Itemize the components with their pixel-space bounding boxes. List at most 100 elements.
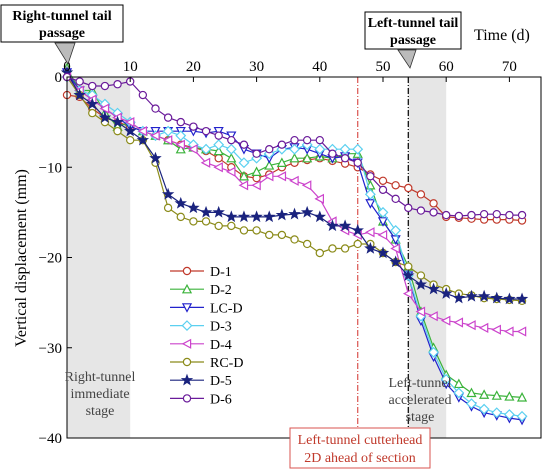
point-D-5-13 bbox=[225, 210, 238, 223]
point-RC-D-13 bbox=[227, 221, 236, 231]
point-D-5-12 bbox=[212, 205, 225, 218]
point-D-1-12 bbox=[214, 154, 223, 163]
point-D-4-34 bbox=[491, 324, 501, 335]
point-D-2-34 bbox=[491, 390, 502, 400]
point-D-6-16 bbox=[265, 144, 274, 154]
point-D-6-9 bbox=[176, 117, 185, 127]
point-D-4-19 bbox=[301, 180, 312, 191]
callout-left-tunnel-tail-line2: passage bbox=[390, 33, 436, 48]
point-D-5-32 bbox=[465, 289, 478, 302]
point-D-2-19 bbox=[302, 152, 313, 163]
y-tick-label--40: −40 bbox=[39, 431, 62, 447]
legend-marker-D-5 bbox=[180, 373, 194, 386]
point-D-6-31 bbox=[454, 211, 464, 221]
point-D-3-22 bbox=[339, 143, 351, 155]
series-line-RC-D bbox=[66, 76, 523, 302]
point-D-6-18 bbox=[290, 135, 299, 145]
point-D-3-13 bbox=[225, 143, 237, 155]
shaded-regions bbox=[67, 77, 447, 438]
series-RC-D bbox=[62, 72, 527, 306]
point-D-3-24 bbox=[364, 188, 376, 200]
point-D-6-11 bbox=[201, 126, 211, 136]
label-right-immediate-line1: Right-tunnel bbox=[65, 370, 136, 385]
point-D-4-16 bbox=[263, 171, 274, 182]
point-D-2-35 bbox=[504, 391, 515, 401]
point-D-2-31 bbox=[453, 378, 464, 389]
series-D-5 bbox=[60, 65, 529, 305]
series-layer bbox=[60, 62, 529, 426]
label-right-immediate-line3: stage bbox=[86, 404, 115, 419]
legend-marker-D-4 bbox=[181, 338, 192, 349]
point-D-5-20 bbox=[313, 210, 326, 223]
point-RC-D-12 bbox=[214, 221, 223, 231]
label-right-immediate-line2: immediate bbox=[70, 387, 129, 402]
point-D-3-14 bbox=[238, 157, 250, 169]
point-D-4-5 bbox=[124, 117, 135, 128]
point-D-2-17 bbox=[276, 157, 287, 167]
point-RC-D-14 bbox=[239, 226, 249, 235]
point-D-4-9 bbox=[175, 139, 185, 150]
series-D-2 bbox=[61, 62, 528, 402]
point-D-3-18 bbox=[289, 143, 300, 155]
point-D-6-3 bbox=[100, 81, 110, 91]
point-D-2-33 bbox=[479, 389, 490, 399]
shaded-region-0 bbox=[67, 77, 131, 438]
point-D-3-26 bbox=[390, 224, 402, 236]
legend-label-D-5: D-5 bbox=[210, 374, 232, 389]
point-RC-D-8 bbox=[163, 203, 173, 213]
label-right-tunnel-immediate-stage: Right-tunnel immediate stage bbox=[65, 370, 136, 419]
point-D-5-8 bbox=[161, 187, 175, 200]
point-D-6-2 bbox=[88, 81, 97, 91]
point-D-2-13 bbox=[226, 152, 237, 163]
point-D-6-12 bbox=[214, 131, 223, 140]
point-D-4-20 bbox=[314, 193, 324, 204]
point-D-5-33 bbox=[477, 289, 491, 302]
point-D-5-19 bbox=[300, 205, 314, 218]
point-D-4-12 bbox=[213, 162, 223, 173]
cutterhead-annotation: Left-tunnel cutterhead 2D ahead of secti… bbox=[289, 427, 431, 469]
point-D-3-19 bbox=[301, 139, 313, 151]
point-D-2-12 bbox=[213, 145, 224, 156]
legend: D-1 D-2 LC-D D-3 D-4 RC-D D-5 D-6 bbox=[170, 265, 243, 407]
legend-label-D-2: D-2 bbox=[210, 283, 232, 298]
point-D-3-36 bbox=[516, 410, 528, 422]
point-D-5-9 bbox=[174, 196, 187, 209]
point-D-5-18 bbox=[288, 207, 301, 220]
point-D-5-1 bbox=[73, 88, 86, 101]
shaded-region-1 bbox=[408, 77, 447, 438]
point-D-3-25 bbox=[377, 206, 389, 218]
point-D-4-6 bbox=[137, 126, 148, 137]
point-D-3-34 bbox=[491, 407, 503, 419]
point-RC-D-21 bbox=[328, 244, 337, 253]
x-tick-label-50: 50 bbox=[376, 59, 391, 75]
series-line-D-2 bbox=[66, 67, 523, 398]
x-tick-label-30: 30 bbox=[249, 59, 264, 75]
point-D-5-16 bbox=[263, 210, 276, 223]
point-D-3-9 bbox=[175, 130, 187, 142]
point-LC-D-24 bbox=[365, 199, 376, 209]
point-D-3-33 bbox=[478, 403, 490, 415]
series-line-D-4 bbox=[66, 76, 522, 333]
point-D-3-32 bbox=[466, 398, 477, 410]
point-D-4-11 bbox=[200, 157, 211, 168]
point-D-4-26 bbox=[390, 243, 400, 254]
legend-marker-RC-D bbox=[182, 357, 192, 367]
legend-marker-D-6 bbox=[182, 394, 192, 403]
point-D-6-35 bbox=[505, 210, 514, 220]
point-D-5-7 bbox=[149, 151, 162, 164]
point-D-3-35 bbox=[503, 409, 515, 420]
point-D-6-23 bbox=[353, 158, 362, 167]
legend-item-D-4: D-4 bbox=[170, 338, 232, 353]
legend-label-D-1: D-1 bbox=[210, 265, 232, 280]
point-D-6-24 bbox=[366, 172, 375, 181]
point-D-2-9 bbox=[175, 143, 186, 154]
point-D-6-28 bbox=[416, 206, 426, 215]
x-tick-label-40: 40 bbox=[312, 59, 327, 75]
point-D-5-23 bbox=[351, 223, 364, 236]
point-D-4-24 bbox=[364, 227, 375, 238]
cutterhead-annotation-line1: Left-tunnel cutterhead bbox=[298, 433, 423, 448]
y-tick-label-0: 0 bbox=[55, 70, 63, 86]
point-D-3-20 bbox=[314, 143, 326, 155]
point-LC-D-12 bbox=[213, 126, 224, 137]
